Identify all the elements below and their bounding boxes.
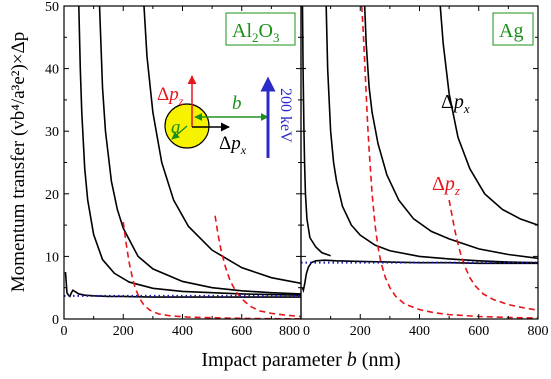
left-x-tick-label: 400 bbox=[172, 324, 193, 339]
left-x-tick-label: 800 bbox=[279, 324, 300, 339]
panel-label-al2o3: Al2O3 bbox=[225, 12, 296, 46]
inset-a-label: a bbox=[171, 117, 181, 138]
right-x-tick-label: 600 bbox=[468, 324, 489, 339]
left-x-tick-label: 200 bbox=[113, 324, 134, 339]
annotation-dpx: Δpx bbox=[441, 91, 470, 116]
x-axis-label: Impact parameter b (nm) bbox=[201, 349, 400, 371]
y-tick-label: 50 bbox=[45, 0, 59, 15]
right-series-dpz-5 bbox=[360, 6, 538, 319]
inset-b-label: b bbox=[232, 93, 242, 114]
left-x-tick-label: 0 bbox=[61, 324, 68, 339]
left-x-tick-label: 600 bbox=[231, 324, 252, 339]
y-tick-label: 40 bbox=[45, 63, 59, 78]
right-series-dpz-6 bbox=[448, 199, 538, 312]
svg-text:Ag: Ag bbox=[499, 20, 523, 42]
y-tick-label: 10 bbox=[45, 250, 59, 265]
left-panel-frame bbox=[63, 5, 302, 320]
right-panel-frame bbox=[300, 5, 539, 320]
y-tick-label: 20 bbox=[45, 188, 59, 203]
right-series-dpx-1 bbox=[325, 6, 538, 264]
right-panel-curves bbox=[301, 6, 538, 319]
left-series-dpx-2 bbox=[143, 6, 301, 285]
y-tick-label: 0 bbox=[52, 313, 59, 328]
left-series-dpx-0 bbox=[78, 6, 301, 297]
inset-dpz-label: Δpz bbox=[157, 84, 184, 108]
right-x-tick-label: 800 bbox=[528, 324, 549, 339]
right-series-dpx-3 bbox=[439, 6, 538, 226]
radius-arrow bbox=[171, 125, 188, 140]
right-series-dpx-4 bbox=[301, 259, 538, 294]
left-panel-curves bbox=[64, 6, 301, 319]
beam-label: 200 keV bbox=[277, 88, 294, 143]
inset-schematic: Δpz a b Δpx 200 keV bbox=[157, 75, 294, 158]
left-series-dpz-5 bbox=[214, 215, 301, 318]
panel-label-ag: Ag bbox=[492, 12, 534, 46]
right-x-tick-label: 200 bbox=[350, 324, 371, 339]
right-series-dpx-2 bbox=[363, 6, 538, 260]
svg-text:Al2O3: Al2O3 bbox=[232, 20, 279, 45]
right-x-tick-label: 400 bbox=[409, 324, 430, 339]
left-series-dpx-1 bbox=[98, 6, 301, 295]
y-axis-label: Momentum transfer (vb⁴/a³e²)×Δp bbox=[8, 32, 29, 292]
inset-dpx-label: Δpx bbox=[219, 133, 247, 157]
left-series-dpz-4 bbox=[122, 221, 301, 319]
right-x-tick-label: 0 bbox=[303, 324, 310, 339]
y-tick-label: 30 bbox=[45, 125, 59, 140]
annotation-dpz: Δpz bbox=[432, 173, 460, 198]
